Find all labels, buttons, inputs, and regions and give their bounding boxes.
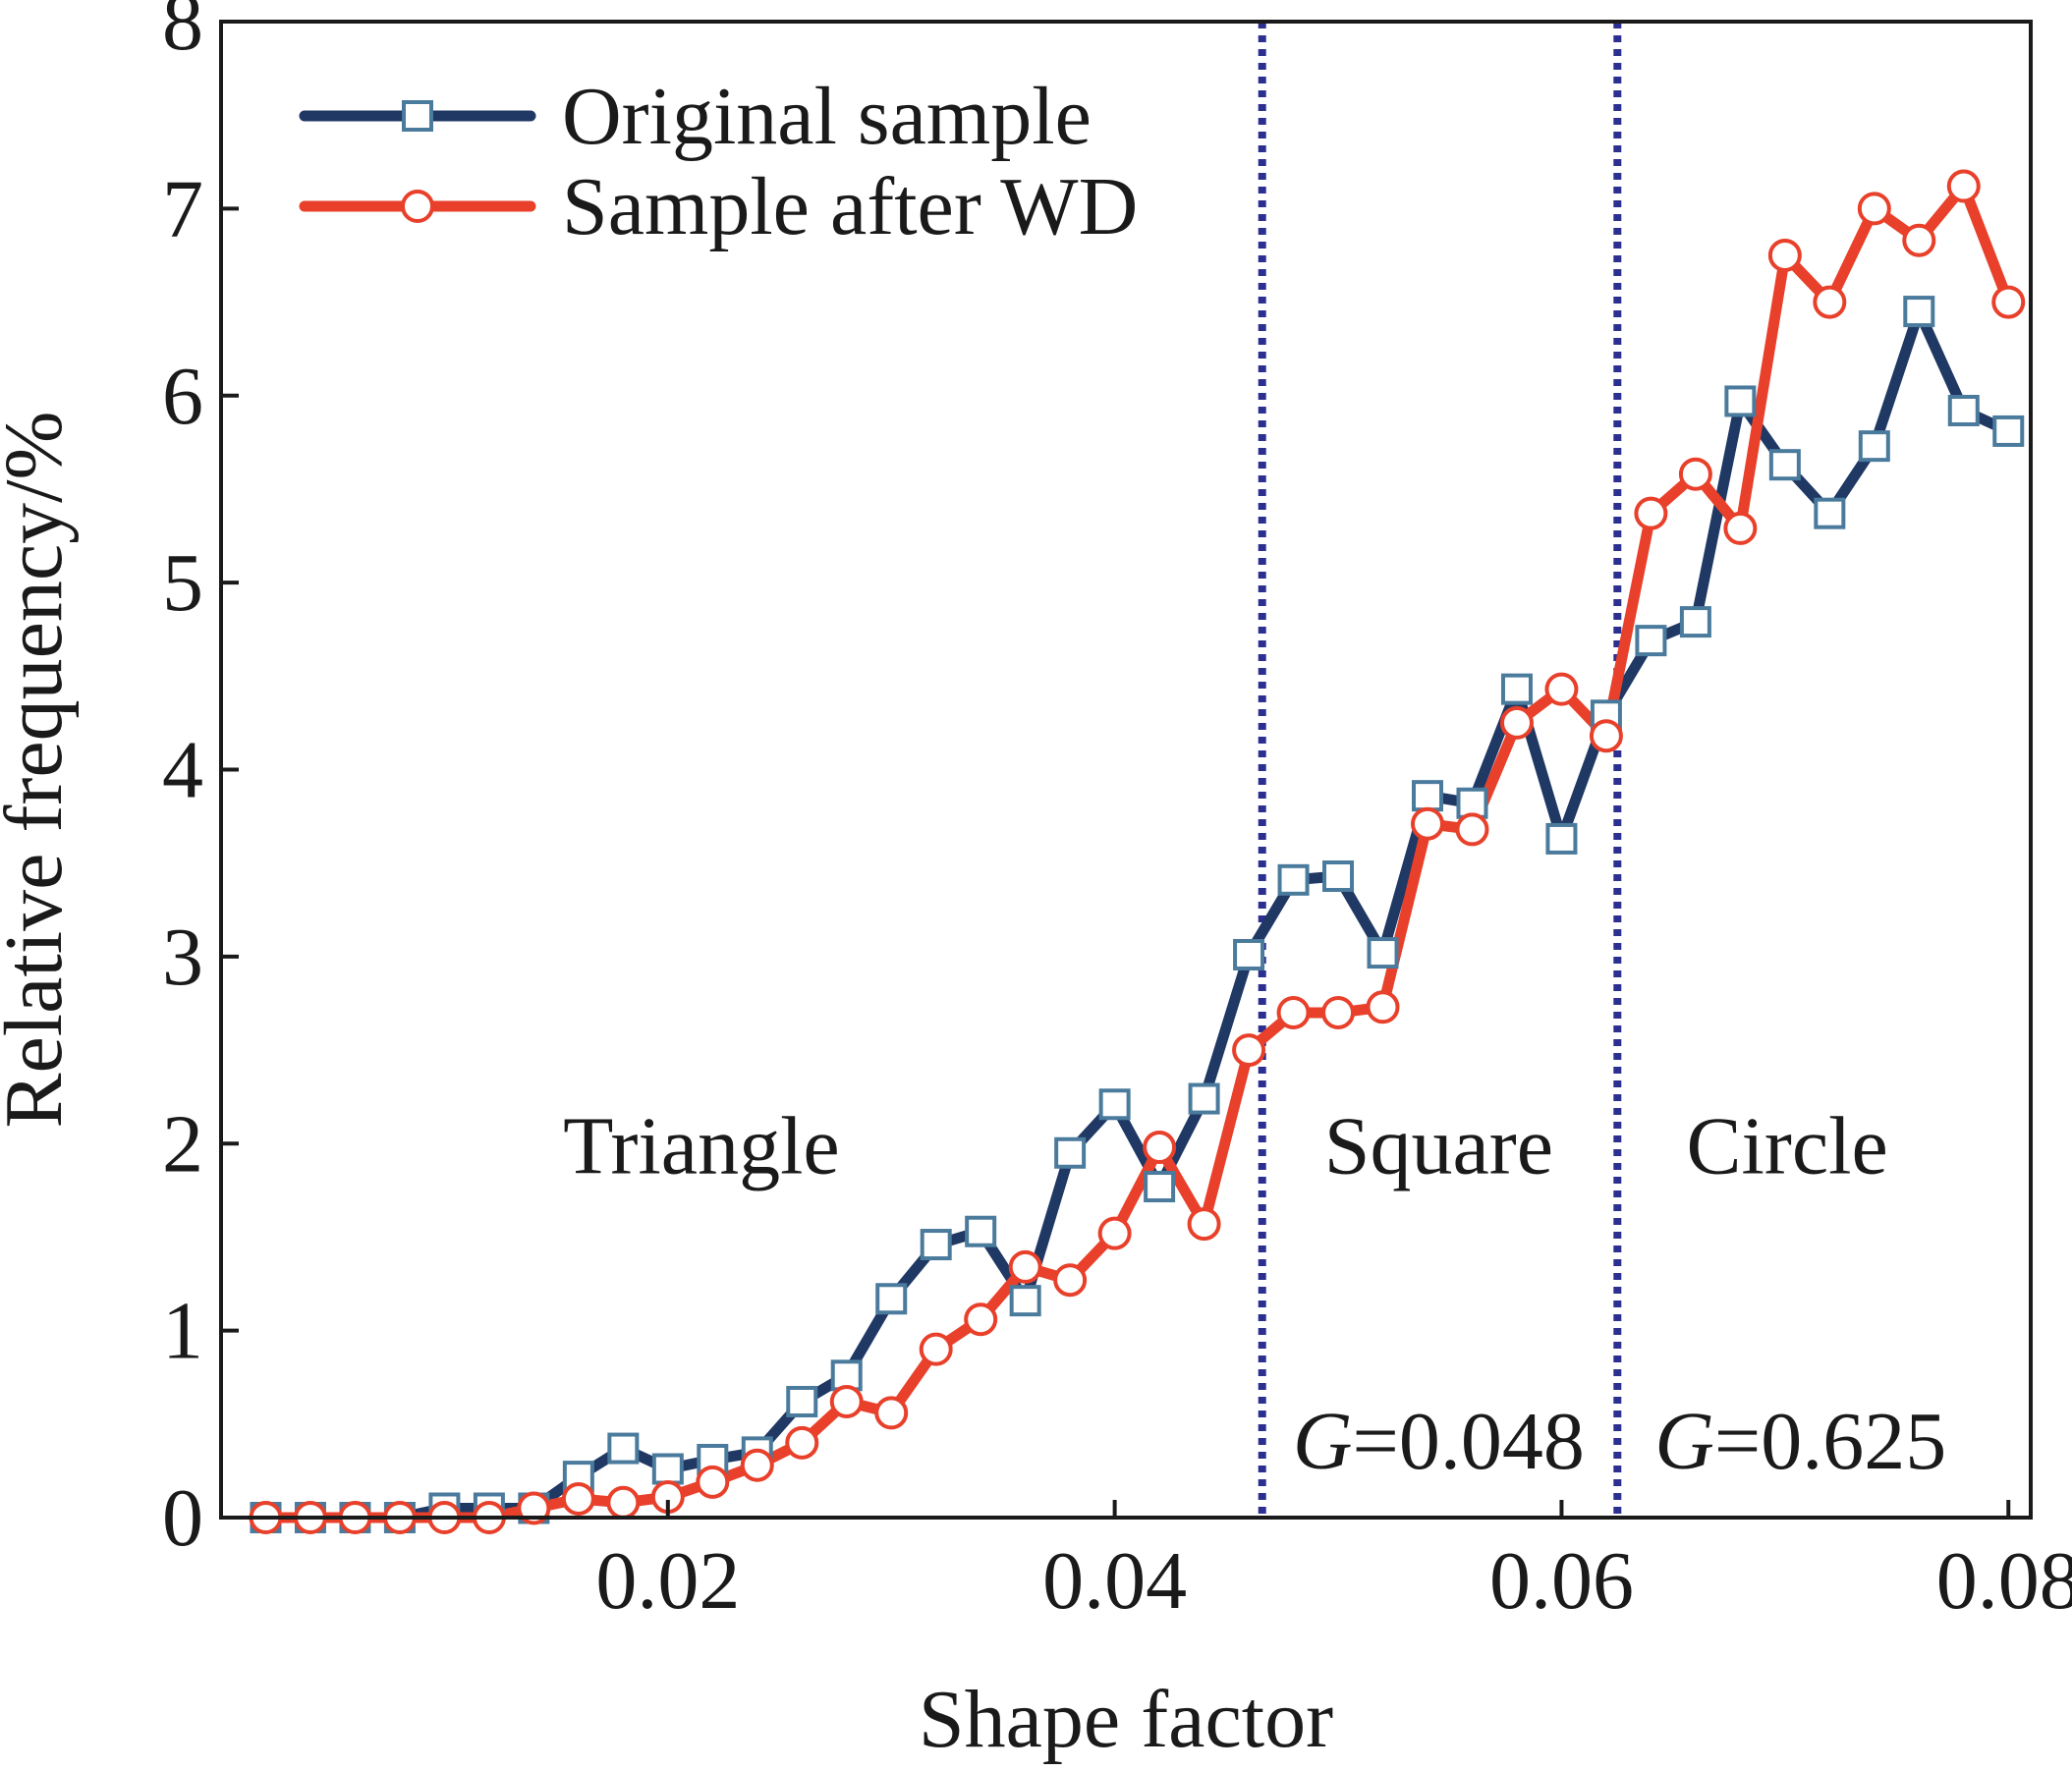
legend-marker-2 bbox=[401, 190, 434, 223]
data-point-s1-15 bbox=[875, 1283, 908, 1315]
data-point-s1-36 bbox=[1814, 497, 1846, 529]
region-label-1: Triangle bbox=[563, 1100, 840, 1191]
data-point-s2-35 bbox=[1767, 238, 1802, 272]
data-point-s1-30 bbox=[1545, 822, 1578, 855]
data-point-s2-29 bbox=[1499, 705, 1534, 740]
data-point-s2-32 bbox=[1634, 496, 1668, 530]
data-point-s2-19 bbox=[1053, 1263, 1088, 1298]
data-point-s2-9 bbox=[606, 1485, 641, 1520]
data-point-s1-40 bbox=[1992, 415, 2025, 447]
data-point-s1-20 bbox=[1098, 1088, 1131, 1121]
data-point-s2-30 bbox=[1544, 672, 1579, 706]
y-tick-label-7: 6 bbox=[162, 351, 203, 442]
y-tick-label-3: 2 bbox=[162, 1098, 203, 1190]
annotation-1: G=0.048 bbox=[1293, 1396, 1585, 1487]
data-point-s2-17 bbox=[964, 1302, 998, 1337]
annotation-variable: G bbox=[1654, 1396, 1714, 1487]
x-axis-label: Shape factor bbox=[919, 1674, 1333, 1765]
data-point-s1-10 bbox=[651, 1453, 684, 1485]
data-point-s1-33 bbox=[1679, 606, 1711, 638]
data-point-s2-13 bbox=[785, 1425, 819, 1460]
data-point-s1-16 bbox=[920, 1229, 952, 1261]
data-point-s2-28 bbox=[1455, 812, 1489, 847]
y-tick-label-4: 3 bbox=[162, 912, 203, 1003]
data-point-s1-37 bbox=[1858, 430, 1890, 463]
data-point-s2-8 bbox=[561, 1481, 595, 1516]
data-point-s2-38 bbox=[1902, 223, 1936, 257]
data-point-s2-37 bbox=[1857, 192, 1891, 226]
data-point-s2-34 bbox=[1723, 511, 1758, 545]
data-point-s2-14 bbox=[829, 1384, 864, 1418]
legend-label-2: Sample after WD bbox=[562, 161, 1138, 252]
region-label-2: Square bbox=[1324, 1100, 1553, 1191]
data-point-s2-33 bbox=[1678, 457, 1712, 491]
data-point-s1-21 bbox=[1144, 1171, 1176, 1203]
data-point-s1-29 bbox=[1500, 673, 1533, 705]
data-point-s1-26 bbox=[1367, 937, 1399, 969]
data-point-s2-25 bbox=[1321, 995, 1356, 1029]
data-point-s1-18 bbox=[1009, 1285, 1041, 1317]
data-point-s1-35 bbox=[1768, 449, 1801, 481]
x-tick-label-1: 0.02 bbox=[595, 1535, 740, 1627]
data-point-s1-9 bbox=[607, 1432, 640, 1465]
annotation-value: =0.625 bbox=[1714, 1396, 1946, 1487]
data-point-s2-22 bbox=[1187, 1207, 1221, 1242]
data-point-s2-36 bbox=[1813, 285, 1847, 319]
data-point-s2-7 bbox=[517, 1491, 551, 1525]
data-point-s2-18 bbox=[1008, 1249, 1042, 1284]
y-tick-label-1: 0 bbox=[162, 1472, 203, 1564]
data-point-s2-11 bbox=[696, 1465, 730, 1499]
annotation-value: =0.048 bbox=[1353, 1396, 1585, 1487]
data-point-s2-16 bbox=[919, 1332, 953, 1366]
y-tick-label-5: 4 bbox=[162, 725, 203, 816]
data-point-s2-23 bbox=[1232, 1033, 1266, 1068]
data-point-s2-40 bbox=[1991, 285, 2026, 319]
y-tick-label-2: 1 bbox=[162, 1286, 203, 1377]
data-point-s1-19 bbox=[1054, 1136, 1087, 1169]
data-point-s2-21 bbox=[1143, 1131, 1177, 1165]
data-point-s2-26 bbox=[1366, 990, 1400, 1024]
data-point-s2-39 bbox=[1946, 169, 1981, 203]
annotation-variable: G bbox=[1293, 1396, 1353, 1487]
y-tick-label-6: 5 bbox=[162, 537, 203, 629]
data-point-s1-32 bbox=[1635, 625, 1667, 657]
y-axis-label: Relative frequency/% bbox=[0, 412, 80, 1129]
data-point-s2-24 bbox=[1276, 995, 1311, 1029]
data-point-s2-15 bbox=[874, 1396, 909, 1430]
data-point-s1-17 bbox=[965, 1215, 997, 1247]
legend-marker-1 bbox=[402, 100, 433, 132]
y-tick-label-8: 7 bbox=[162, 163, 203, 254]
y-tick-label-9: 8 bbox=[162, 0, 203, 68]
annotation-2: G=0.625 bbox=[1654, 1396, 1946, 1487]
data-point-s1-28 bbox=[1456, 787, 1488, 819]
data-point-s2-27 bbox=[1411, 806, 1444, 841]
x-tick-label-4: 0.08 bbox=[1936, 1535, 2072, 1627]
data-point-s1-23 bbox=[1233, 938, 1265, 970]
legend-label-1: Original sample bbox=[562, 71, 1092, 162]
x-tick-label-3: 0.06 bbox=[1489, 1535, 1634, 1627]
data-point-s1-27 bbox=[1412, 780, 1443, 812]
data-point-s2-12 bbox=[740, 1448, 774, 1482]
series-line-2 bbox=[260, 181, 2014, 1523]
data-point-s2-31 bbox=[1589, 719, 1623, 753]
data-point-s1-34 bbox=[1724, 385, 1757, 417]
series-line-1 bbox=[260, 305, 2014, 1523]
data-point-s1-25 bbox=[1322, 860, 1355, 893]
data-point-s1-38 bbox=[1903, 296, 1935, 328]
data-point-s1-22 bbox=[1188, 1082, 1220, 1115]
data-point-s2-20 bbox=[1097, 1216, 1132, 1250]
data-point-s1-39 bbox=[1947, 394, 1980, 426]
region-label-3: Circle bbox=[1687, 1100, 1888, 1191]
x-tick-label-2: 0.04 bbox=[1042, 1535, 1187, 1627]
data-point-s1-24 bbox=[1277, 863, 1310, 896]
data-point-s1-13 bbox=[786, 1385, 818, 1417]
